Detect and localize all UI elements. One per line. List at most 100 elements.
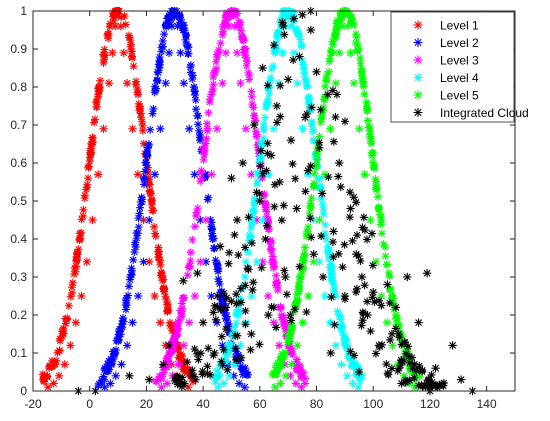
data-point bbox=[295, 52, 304, 61]
series-marker bbox=[345, 213, 354, 222]
series-marker bbox=[313, 150, 322, 159]
data-point bbox=[346, 48, 355, 57]
data-marks bbox=[38, 6, 477, 396]
series-marker bbox=[188, 75, 197, 84]
series-marker bbox=[258, 169, 267, 178]
series-marker bbox=[325, 57, 334, 66]
series-marker bbox=[363, 297, 372, 306]
series-marker bbox=[124, 291, 133, 300]
series-marker bbox=[145, 186, 154, 195]
data-point bbox=[300, 113, 310, 122]
series-marker bbox=[317, 111, 326, 120]
series-marker bbox=[109, 16, 118, 25]
data-point bbox=[304, 291, 313, 301]
series-marker bbox=[249, 198, 258, 207]
data-point bbox=[354, 383, 363, 392]
series-marker bbox=[352, 284, 361, 293]
series-marker bbox=[92, 103, 101, 112]
series-marker bbox=[114, 335, 123, 344]
data-point bbox=[331, 341, 341, 350]
series-marker bbox=[122, 300, 131, 309]
series-marker bbox=[196, 177, 205, 186]
data-point bbox=[196, 257, 205, 266]
series-marker bbox=[241, 243, 250, 252]
legend-marker bbox=[413, 38, 423, 47]
legend-marker bbox=[413, 73, 423, 82]
data-point bbox=[156, 318, 165, 327]
series-marker bbox=[96, 76, 105, 85]
series-marker bbox=[270, 202, 279, 211]
data-point bbox=[348, 379, 357, 388]
data-point bbox=[286, 22, 296, 31]
series-marker bbox=[374, 203, 383, 212]
series-marker bbox=[147, 196, 156, 205]
series-marker bbox=[295, 363, 304, 372]
data-point bbox=[278, 18, 287, 27]
series-marker bbox=[321, 220, 330, 229]
series-marker bbox=[359, 77, 368, 86]
series-marker bbox=[310, 179, 319, 188]
series-marker bbox=[387, 329, 396, 338]
series-marker bbox=[250, 111, 259, 120]
data-point bbox=[261, 234, 270, 244]
series-marker bbox=[367, 229, 376, 238]
legend-marker bbox=[413, 55, 423, 65]
data-point bbox=[312, 67, 321, 76]
data-point bbox=[337, 360, 346, 369]
series-marker bbox=[256, 146, 265, 155]
data-point bbox=[343, 22, 352, 31]
series-marker bbox=[316, 117, 325, 126]
series-marker bbox=[286, 311, 295, 320]
data-point bbox=[342, 371, 352, 380]
series-marker bbox=[272, 271, 281, 280]
series-marker bbox=[84, 162, 93, 171]
legend-label: Level 5 bbox=[440, 89, 479, 103]
series-marker bbox=[189, 82, 198, 91]
data-point bbox=[122, 79, 132, 88]
data-point bbox=[193, 269, 202, 278]
data-point bbox=[287, 360, 296, 369]
data-point bbox=[157, 383, 166, 392]
series-marker bbox=[198, 370, 207, 379]
series-marker bbox=[260, 119, 269, 128]
series-marker bbox=[269, 62, 278, 71]
data-point bbox=[354, 367, 364, 377]
series-marker bbox=[244, 248, 253, 257]
series-marker bbox=[271, 281, 280, 290]
series-marker bbox=[204, 108, 213, 117]
data-point bbox=[298, 10, 307, 19]
series-marker bbox=[118, 323, 127, 332]
series-marker bbox=[341, 117, 350, 126]
series-marker bbox=[173, 330, 182, 339]
series-marker bbox=[59, 329, 68, 338]
series-marker bbox=[232, 310, 241, 319]
data-point bbox=[258, 63, 267, 73]
series-marker bbox=[351, 30, 360, 39]
series-marker bbox=[321, 229, 330, 238]
series-marker bbox=[348, 236, 357, 245]
series-marker bbox=[340, 240, 349, 249]
data-point bbox=[291, 379, 301, 388]
data-point bbox=[263, 291, 273, 301]
series-marker bbox=[304, 94, 313, 103]
series-marker bbox=[208, 235, 217, 244]
series-marker bbox=[166, 318, 175, 327]
series-marker bbox=[300, 249, 309, 258]
series-marker bbox=[280, 266, 289, 275]
data-point bbox=[179, 79, 189, 88]
series-marker bbox=[186, 256, 195, 265]
series-marker bbox=[287, 327, 296, 336]
series-marker bbox=[211, 315, 220, 324]
data-point bbox=[77, 291, 86, 301]
series-marker bbox=[185, 262, 194, 271]
series-marker bbox=[182, 40, 191, 49]
series-marker bbox=[345, 188, 354, 197]
data-point bbox=[150, 170, 160, 179]
series-marker bbox=[232, 290, 241, 299]
series-marker bbox=[244, 213, 253, 222]
data-point bbox=[221, 48, 230, 57]
series-marker bbox=[95, 83, 104, 92]
series-marker bbox=[244, 68, 253, 77]
series-marker bbox=[439, 381, 448, 390]
data-point bbox=[289, 14, 299, 23]
